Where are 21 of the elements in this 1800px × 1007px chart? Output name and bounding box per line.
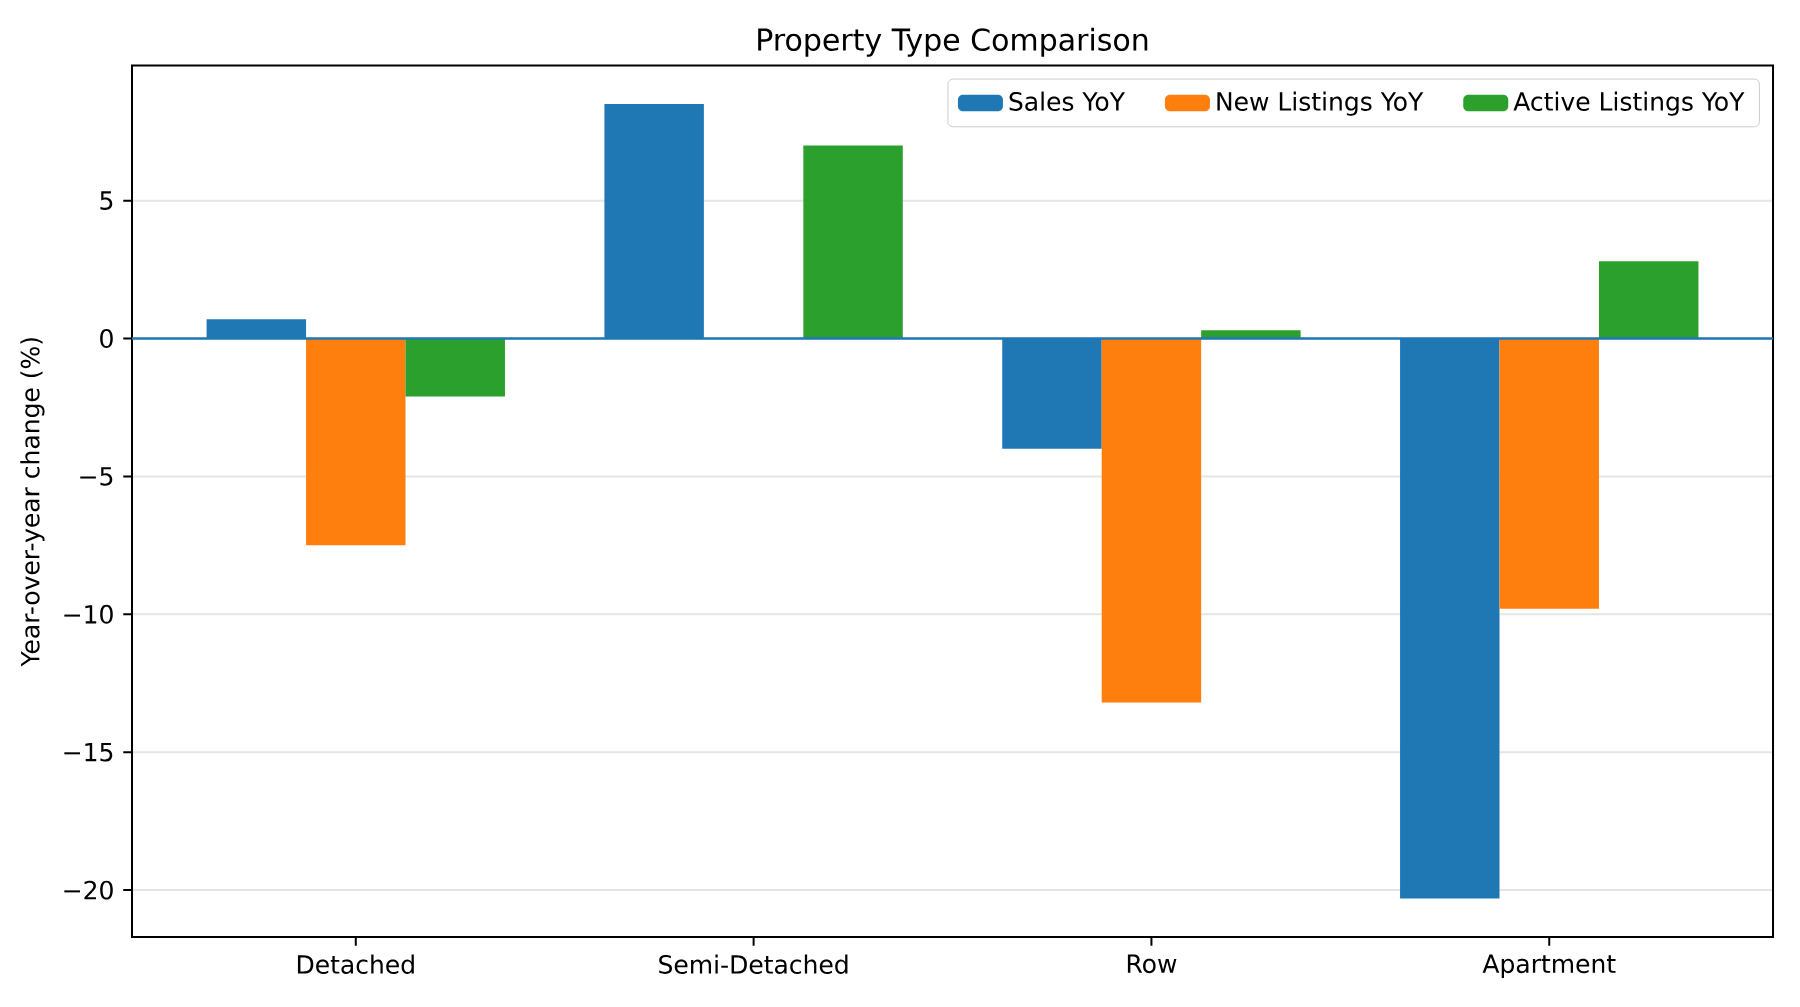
legend-label: New Listings YoY xyxy=(1217,91,1424,116)
legend-label: Sales YoY xyxy=(1009,91,1126,111)
x-tick-label: Detached xyxy=(297,954,414,974)
y-tick-label: −15 xyxy=(64,742,113,762)
bar xyxy=(1598,261,1699,339)
bar xyxy=(1101,338,1202,703)
y-tick-label: 0 xyxy=(100,329,113,348)
y-tick-label: −20 xyxy=(64,880,113,900)
y-tick-label: −10 xyxy=(64,604,113,624)
chart-title: Property Type Comparison xyxy=(758,27,1148,57)
legend-label: Active Listings YoY xyxy=(1513,91,1745,116)
y-tick-label: 5 xyxy=(100,191,113,210)
y-axis-title: Year-over-year change (%) xyxy=(20,338,45,667)
bar xyxy=(306,338,406,546)
bar xyxy=(1499,338,1599,609)
x-tick-label: Apartment xyxy=(1482,954,1616,979)
bar xyxy=(803,145,903,339)
bar xyxy=(405,338,505,397)
y-tick-label: −5 xyxy=(80,467,113,486)
x-tick-label: Semi-Detached xyxy=(659,954,848,974)
x-tick-label: Row xyxy=(1127,954,1177,974)
